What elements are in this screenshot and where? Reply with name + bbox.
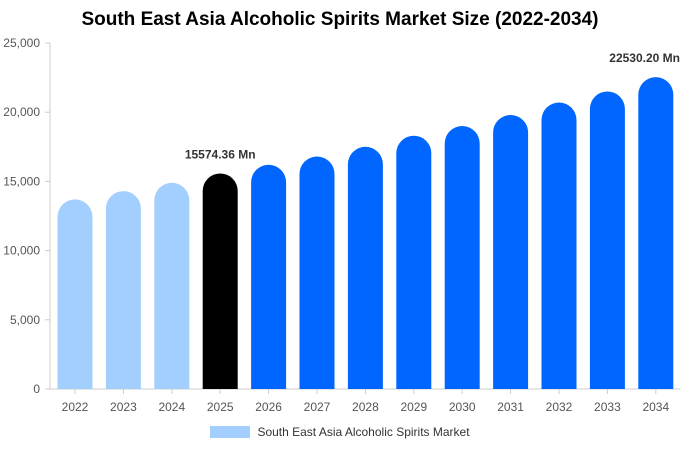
x-tick-label: 2024	[158, 400, 185, 414]
bar	[154, 182, 190, 389]
bar	[347, 146, 383, 389]
legend-swatch	[210, 426, 251, 438]
data-label: 15574.36 Mn	[185, 147, 256, 161]
y-tick-label: 0	[33, 382, 40, 396]
bar	[105, 191, 141, 389]
legend: South East Asia Alcoholic Spirits Market	[0, 425, 680, 439]
x-tick-label: 2027	[304, 400, 331, 414]
bar	[493, 114, 529, 390]
y-tick-label: 25,000	[3, 36, 40, 50]
x-tick-label: 2025	[207, 400, 234, 414]
bar	[638, 77, 674, 389]
x-tick-label: 2022	[62, 400, 89, 414]
bar	[251, 164, 287, 389]
y-tick-label: 15,000	[3, 174, 40, 188]
bar	[57, 199, 93, 389]
x-tick-label: 2029	[400, 400, 427, 414]
y-tick-label: 10,000	[3, 244, 40, 258]
x-tick-label: 2030	[449, 400, 476, 414]
bar	[589, 91, 625, 389]
data-label: 22530.20 Mn	[609, 51, 680, 65]
bar	[541, 102, 577, 389]
bar	[444, 126, 480, 389]
legend-label: South East Asia Alcoholic Spirits Market	[257, 425, 470, 439]
x-tick-label: 2034	[642, 400, 669, 414]
x-tick-label: 2033	[594, 400, 621, 414]
y-tick-label: 5,000	[10, 313, 40, 327]
x-tick-label: 2026	[255, 400, 282, 414]
x-tick-label: 2032	[546, 400, 573, 414]
bar	[202, 173, 238, 389]
bar	[396, 135, 432, 389]
chart-title: South East Asia Alcoholic Spirits Market…	[81, 9, 599, 30]
x-tick-label: 2031	[497, 400, 524, 414]
x-tick-label: 2028	[352, 400, 379, 414]
bar	[299, 156, 335, 389]
x-tick-label: 2023	[110, 400, 137, 414]
y-tick-label: 20,000	[3, 105, 40, 119]
